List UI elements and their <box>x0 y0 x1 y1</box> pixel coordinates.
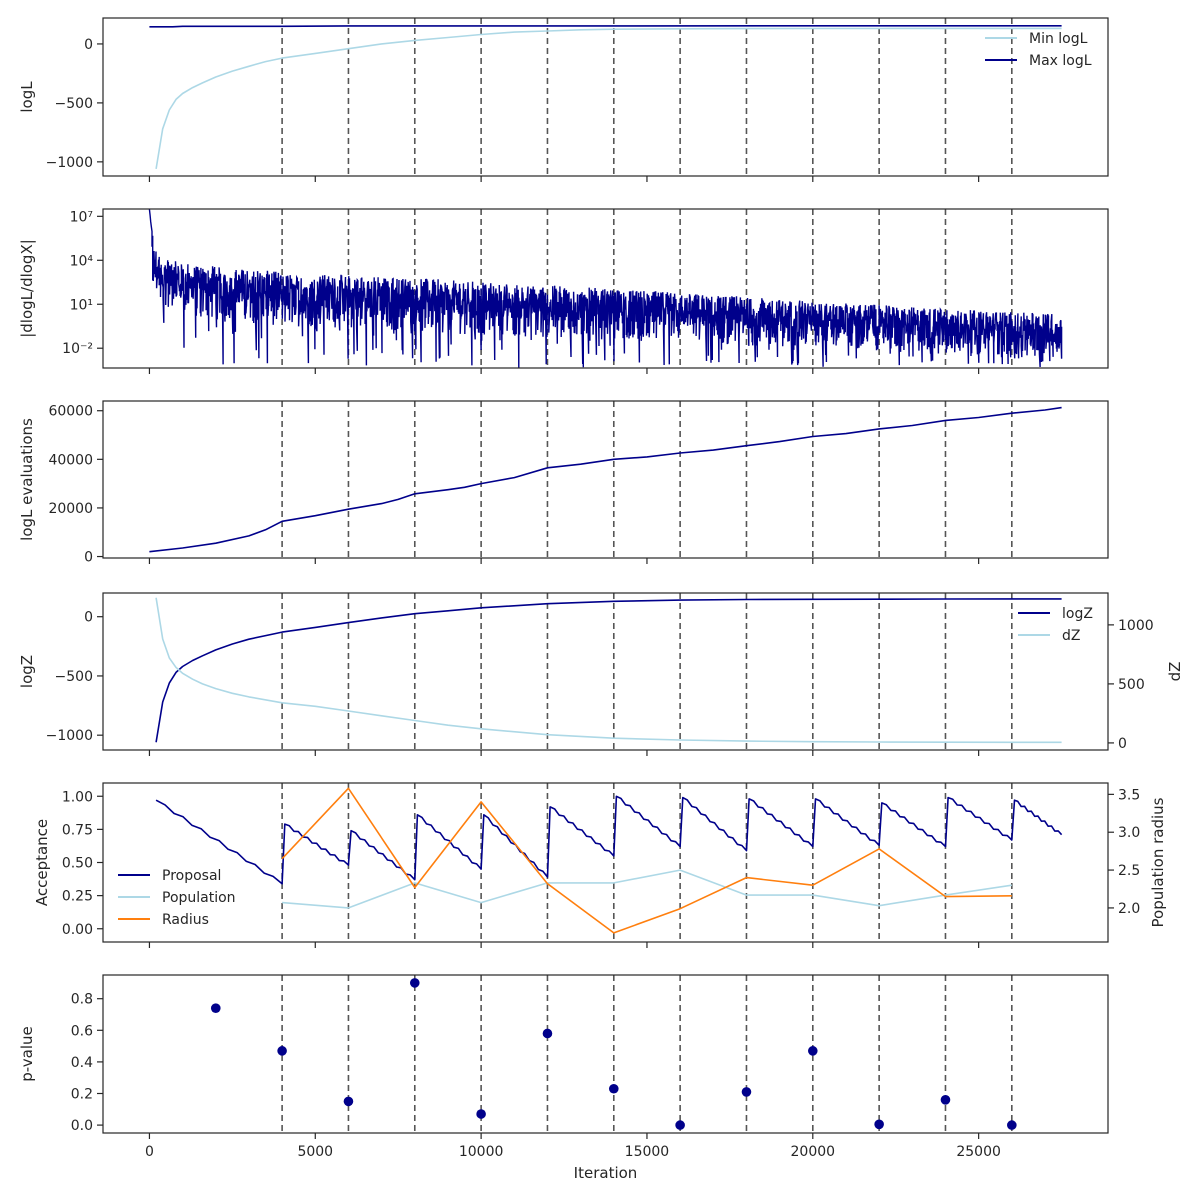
pvalue-point <box>476 1109 486 1119</box>
y-axis-label: |dlogL/dlogX| <box>18 239 36 338</box>
series-dlogl <box>148 209 1063 368</box>
y2-tick-label: 3.0 <box>1118 825 1140 841</box>
y2-tick-label: 2.0 <box>1118 901 1140 917</box>
y-tick-label: 0.25 <box>62 889 93 905</box>
series-dz <box>155 597 1062 744</box>
panel-logl: 0 −500 −1000 logL Min logL Max logL <box>18 17 1109 182</box>
plot-area <box>148 209 1063 368</box>
plot-area <box>149 406 1062 553</box>
x-tick-label: 0 <box>145 1144 154 1160</box>
legend: Proposal Population Radius <box>118 868 236 928</box>
y-tick-label: 60000 <box>48 404 93 420</box>
legend: logZ dZ <box>1018 606 1093 644</box>
y-tick-label: −500 <box>55 96 93 112</box>
y-tick-label: 0.50 <box>62 856 93 872</box>
pvalue-point <box>409 978 420 988</box>
panel-frame <box>102 208 1109 369</box>
panel-accept: 1.00 0.75 0.50 0.25 0.00 3.5 3.0 2.5 2.0 Populati… <box>33 782 1167 948</box>
legend-label: Max logL <box>1029 53 1092 69</box>
y-tick-label: 0.8 <box>71 992 93 1008</box>
y2-tick-label: 1000 <box>1118 618 1154 634</box>
legend-label: Population <box>162 890 236 906</box>
y-tick-label: 10¹ <box>70 297 93 313</box>
panel-evals: 0 20000 40000 60000 logL evaluations <box>18 400 1109 566</box>
x-tick-label: 5000 <box>297 1144 333 1160</box>
y2-tick-label: 500 <box>1118 677 1145 693</box>
legend: Min logL Max logL <box>985 31 1092 69</box>
y2-tick-label: 0 <box>1118 736 1127 752</box>
y-tick-label: 40000 <box>48 452 93 468</box>
y-axis-label: logL <box>18 81 36 113</box>
y-tick-label: 1.00 <box>62 789 93 805</box>
panel-dlogl: 10⁷ 10⁴ 10¹ 10⁻² |dlogL/dlogX| <box>18 208 1109 374</box>
pvalue-point <box>874 1119 884 1130</box>
pvalue-point <box>210 1003 221 1013</box>
y-tick-label: 0.4 <box>71 1055 93 1071</box>
legend-label: Radius <box>162 912 209 928</box>
y-tick-label: 10⁷ <box>70 209 93 225</box>
y-tick-label: 10⁻² <box>62 341 93 357</box>
panel-frame <box>102 17 1109 177</box>
y-axis-label: logZ <box>18 655 36 688</box>
panel-frame <box>102 400 1109 559</box>
pvalue-point <box>940 1095 951 1105</box>
legend-label: Proposal <box>162 868 221 884</box>
series-max-logl <box>149 25 1062 28</box>
x-tick-label: 20000 <box>791 1144 836 1160</box>
legend-label: Min logL <box>1029 31 1088 47</box>
x-tick-label: 15000 <box>625 1144 670 1160</box>
plot-area <box>149 25 1062 170</box>
legend-label: logZ <box>1062 606 1093 622</box>
y-tick-label: 20000 <box>48 501 93 517</box>
series-proposal <box>155 795 1063 885</box>
x-tick-label: 10000 <box>459 1144 504 1160</box>
pvalue-point <box>277 1046 287 1056</box>
y-tick-label: 0.6 <box>71 1023 93 1039</box>
y-tick-label: 0 <box>84 610 93 626</box>
panel-logz: 0 −500 −1000 0 500 1000 dZ logZ logZ dZ <box>18 592 1184 756</box>
pvalue-point <box>542 1028 553 1039</box>
y-tick-label: 0 <box>84 550 93 566</box>
y-axis-label: Acceptance <box>33 819 51 906</box>
y-tick-label: −1000 <box>46 728 93 744</box>
series-population <box>282 869 1012 909</box>
series-logz <box>155 598 1062 743</box>
pvalue-point <box>343 1096 354 1107</box>
y-tick-label: 0 <box>84 37 93 53</box>
y-tick-label: 0.75 <box>62 822 93 838</box>
y-tick-label: 10⁴ <box>70 253 94 269</box>
panel-frame <box>102 782 1109 943</box>
x-axis-label: Iteration <box>574 1164 638 1182</box>
series-radius <box>281 787 1012 934</box>
pvalue-point <box>675 1120 685 1130</box>
y2-axis-label: dZ <box>1166 662 1184 682</box>
series-min-logl <box>155 27 1062 170</box>
y-tick-label: −500 <box>55 669 93 685</box>
plot-area <box>155 787 1063 934</box>
panel-pvalue: 0.8 0.6 0.4 0.2 0.0 0 5000 10000 15000 20000 25000… <box>18 974 1109 1182</box>
y-tick-label: 0.2 <box>71 1087 93 1103</box>
pvalue-point <box>1007 1120 1017 1130</box>
panel-frame <box>102 974 1109 1134</box>
x-tick-label: 25000 <box>956 1144 1001 1160</box>
y-tick-label: 0.00 <box>62 922 93 938</box>
y-axis-label: logL evaluations <box>18 418 36 541</box>
y2-axis-label: Population radius <box>1149 797 1167 927</box>
pvalue-point <box>741 1087 752 1097</box>
pvalue-point <box>608 1083 619 1094</box>
y-tick-label: −1000 <box>46 155 93 171</box>
panel-frame <box>102 592 1109 751</box>
legend-label: dZ <box>1062 628 1080 644</box>
y-axis-label: p-value <box>18 1026 36 1082</box>
y-tick-label: 0.0 <box>71 1118 93 1134</box>
y2-tick-label: 2.5 <box>1118 863 1140 879</box>
pvalue-point <box>808 1046 818 1056</box>
series-evals <box>149 406 1062 553</box>
plot-area <box>210 978 1017 1130</box>
y2-tick-label: 3.5 <box>1118 787 1140 803</box>
plot-area <box>155 597 1062 744</box>
